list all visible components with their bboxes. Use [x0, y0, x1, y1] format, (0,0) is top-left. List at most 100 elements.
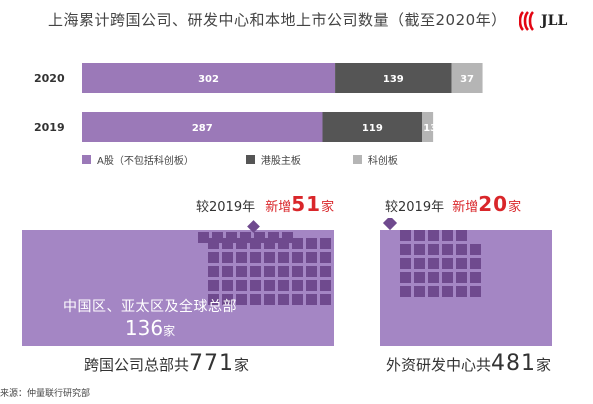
hq-new-cell — [198, 232, 209, 243]
hq-new-cell — [278, 266, 289, 277]
hq-new-cell — [264, 238, 275, 249]
hq-new-cell — [236, 280, 247, 291]
hq-new-cell — [236, 252, 247, 263]
hq-new-cell — [320, 294, 331, 305]
hq-new-cell — [208, 266, 219, 277]
hq-new-cell — [292, 266, 303, 277]
hq-new-cell — [240, 232, 251, 243]
hq-total: 跨国公司总部共771家 — [84, 351, 249, 376]
hq-new-cell — [208, 294, 219, 305]
rnd-new-cell — [456, 258, 467, 269]
chart-legend: A股（不包括科创板） 港股主板 科创板 — [82, 152, 398, 167]
jll-logo: JLL — [519, 10, 567, 32]
hq-increase-value: 51 — [291, 192, 322, 216]
bar-2019-series-0 — [82, 112, 323, 142]
hq-regional-label: 中国区、亚太区及全球总部 — [63, 299, 237, 315]
hq-new-cell — [212, 232, 223, 243]
hq-diamond-marker — [247, 220, 260, 233]
rnd-new-cell — [400, 244, 411, 255]
hq-new-cell — [278, 252, 289, 263]
rnd-new-cell — [400, 272, 411, 283]
hq-new-cell — [208, 252, 219, 263]
rnd-new-cell — [456, 286, 467, 297]
hq-new-cell — [268, 232, 279, 243]
rnd-total-unit: 家 — [536, 356, 552, 374]
hq-new-cell — [222, 294, 233, 305]
jll-logo-text: JLL — [541, 13, 568, 29]
hq-new-cell — [292, 294, 303, 305]
rnd-new-cell — [400, 258, 411, 269]
rnd-new-cell — [442, 286, 453, 297]
hq-increase-label: 新增 — [265, 200, 292, 215]
hq-new-cell — [306, 294, 317, 305]
rnd-increase-prefix: 较2019年 — [385, 200, 445, 215]
hq-new-cell — [278, 238, 289, 249]
rnd-new-cell — [470, 286, 481, 297]
rnd-increase-value: 20 — [478, 192, 509, 216]
hq-new-cell — [320, 238, 331, 249]
rnd-new-cell — [400, 286, 411, 297]
rnd-new-cell — [456, 244, 467, 255]
hq-new-cell — [292, 252, 303, 263]
rnd-increase-unit: 家 — [508, 200, 522, 215]
legend-swatch-hk-main-board — [245, 155, 255, 164]
rnd-total-value: 481 — [491, 351, 537, 376]
hq-new-cell — [320, 280, 331, 291]
rnd-total: 外资研发中心共481家 — [386, 351, 551, 376]
hq-new-cell — [208, 238, 219, 249]
source-note: 来源：仲量联行研究部 — [0, 389, 91, 399]
legend-item-hk-main-board: 港股主板 — [245, 152, 301, 167]
hq-new-cell — [222, 252, 233, 263]
hq-new-cell — [250, 252, 261, 263]
rnd-new-cell — [414, 258, 425, 269]
data-label-2019-series-0: 287 — [192, 123, 213, 134]
legend-swatch-star-market — [352, 155, 362, 164]
bar-2020-series-1 — [335, 63, 452, 93]
rnd-block-graphic — [380, 218, 552, 346]
rnd-new-cell — [428, 286, 439, 297]
hq-total-prefix: 跨国公司总部共 — [84, 356, 190, 374]
hq-new-cell — [264, 252, 275, 263]
bar-2019-series-2 — [422, 112, 434, 142]
rnd-increase-label: 新增 — [452, 200, 479, 215]
stacked-bar-chart: 2020 302 139 37 2019 287 119 13 — [34, 63, 483, 142]
rnd-new-cell — [470, 244, 481, 255]
rnd-new-cell — [442, 244, 453, 255]
hq-new-cell — [236, 238, 247, 249]
category-label-2020: 2020 — [34, 72, 65, 85]
rnd-new-cell — [456, 272, 467, 283]
legend-label-star-market: 科创板 — [367, 156, 398, 167]
data-label-2020-series-2: 37 — [460, 74, 474, 85]
rnd-new-cell — [428, 258, 439, 269]
hq-new-cell — [282, 232, 293, 243]
rnd-new-cell — [414, 272, 425, 283]
legend-item-star-market: 科创板 — [352, 152, 398, 167]
legend-label-a-share: A股（不包括科创板） — [97, 156, 194, 167]
hq-new-cell — [278, 280, 289, 291]
hq-new-cell — [222, 280, 233, 291]
hq-total-value: 771 — [189, 351, 235, 376]
rnd-new-cell — [428, 230, 439, 241]
hq-new-cell — [278, 294, 289, 305]
hq-new-cell — [254, 232, 265, 243]
rnd-new-cell — [470, 272, 481, 283]
hq-new-cell — [320, 252, 331, 263]
hq-new-cell — [264, 280, 275, 291]
hq-new-cell — [320, 266, 331, 277]
category-label-2019: 2019 — [34, 121, 65, 134]
rnd-increase-note: 较2019年 新增20家 — [385, 192, 521, 216]
hq-block-graphic — [22, 220, 334, 346]
hq-regional-value: 136 — [124, 316, 164, 340]
hq-new-cell — [306, 252, 317, 263]
hq-increase-note: 较2019年 新增51家 — [196, 192, 334, 216]
hq-new-cell — [250, 280, 261, 291]
hq-new-cell — [250, 294, 261, 305]
rnd-diamond-marker — [382, 218, 398, 231]
rnd-new-cell — [400, 230, 411, 241]
hq-new-cell — [250, 266, 261, 277]
rnd-new-cell — [442, 258, 453, 269]
rnd-new-cell — [428, 272, 439, 283]
hq-new-cell — [250, 238, 261, 249]
hq-new-cell — [306, 238, 317, 249]
hq-new-cell — [292, 238, 303, 249]
